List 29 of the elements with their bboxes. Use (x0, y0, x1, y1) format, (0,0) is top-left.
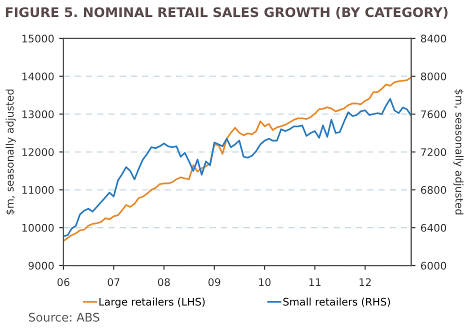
y2-tick-label: 7200 (421, 148, 446, 156)
x-tick-label: 07 (108, 278, 120, 286)
x-tick-label: 06 (58, 278, 70, 286)
y-tick-label: 10000 (22, 224, 54, 232)
line-series (63, 76, 412, 242)
y-tick-label: 14000 (22, 72, 54, 80)
x-tick-label: 09 (208, 278, 220, 286)
chart-title: FIGURE 5. NOMINAL RETAIL SALES GROWTH (BY CATEGORY) (6, 6, 448, 19)
x-tick-label: 11 (309, 278, 321, 286)
y-tick-label: 13000 (22, 110, 54, 118)
y2-tick-label: 6400 (421, 224, 446, 232)
y-tick-label: 9000 (28, 262, 54, 270)
source-note: Source: ABS (28, 312, 100, 322)
y2-tick-label: 7600 (421, 110, 446, 118)
line-series (63, 98, 412, 238)
x-tick-label: 12 (360, 278, 371, 286)
y-tick-label: 12000 (22, 148, 54, 156)
y-axis-title: $m, seasonally adjusted (6, 90, 16, 214)
y2-tick-label: 6000 (421, 262, 446, 270)
x-tick-label: 10 (259, 278, 271, 286)
x-tick-label: 08 (158, 278, 170, 286)
y2-tick-label: 8400 (420, 34, 446, 43)
y2-tick-label: 8000 (420, 72, 446, 80)
y-tick-label: 15000 (22, 34, 54, 43)
legend-label: Large retailers (LHS) (99, 298, 205, 308)
y2-axis-title: $m, seasonally adjusted (453, 89, 464, 214)
y2-tick-label: 6800 (421, 186, 446, 194)
y-tick-label: 11000 (22, 186, 54, 194)
legend-label: Small retailers (RHS) (283, 298, 390, 307)
